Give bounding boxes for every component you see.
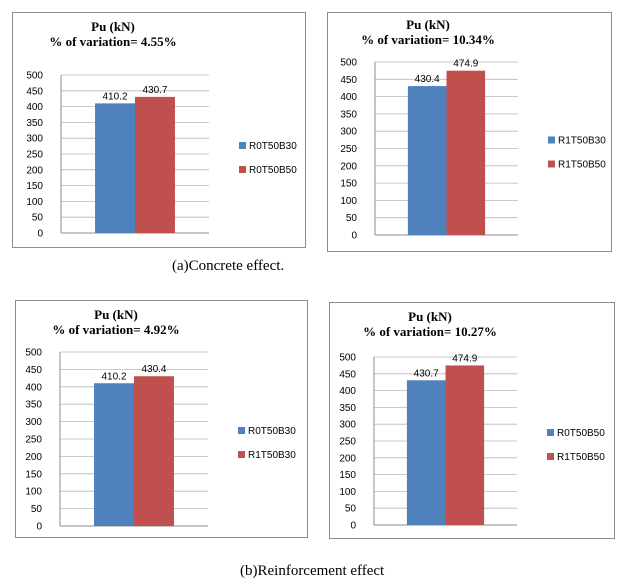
y-tick-label: 50 bbox=[345, 504, 357, 515]
data-label: 410.2 bbox=[103, 91, 128, 102]
data-label: 410.2 bbox=[102, 371, 127, 382]
y-tick-label: 200 bbox=[339, 453, 356, 464]
y-tick-label: 350 bbox=[26, 118, 43, 129]
bar-1 bbox=[94, 383, 134, 526]
y-tick-label: 200 bbox=[26, 165, 43, 176]
y-tick-label: 500 bbox=[26, 71, 43, 82]
chart-panel-4: Pu (kN) % of variation= 10.27% 0 50 100 150… bbox=[329, 302, 615, 539]
y-tick-label: 150 bbox=[25, 469, 42, 480]
bar-2 bbox=[446, 70, 486, 235]
legend-swatch bbox=[238, 427, 245, 434]
chart-title: Pu (kN) bbox=[408, 309, 452, 324]
legend-label: R0T50B50 bbox=[249, 165, 297, 176]
legend-swatch bbox=[238, 451, 245, 458]
y-tick-label: 400 bbox=[25, 382, 42, 393]
y-tick-label: 0 bbox=[37, 229, 43, 240]
legend-swatch bbox=[239, 142, 246, 149]
y-tick-label: 100 bbox=[339, 487, 356, 498]
y-tick-label: 400 bbox=[339, 386, 356, 397]
y-tick-label: 350 bbox=[25, 400, 42, 411]
legend-label: R1T50B50 bbox=[557, 452, 605, 463]
legend-swatch bbox=[547, 453, 554, 460]
bar-2 bbox=[445, 365, 485, 525]
y-tick-label: 100 bbox=[25, 487, 42, 498]
chart-title: Pu (kN) bbox=[94, 307, 138, 322]
data-label: 430.7 bbox=[414, 368, 439, 379]
legend-label: R0T50B30 bbox=[249, 141, 297, 152]
y-tick-label: 0 bbox=[350, 521, 356, 532]
y-tick-label: 250 bbox=[25, 435, 42, 446]
y-tick-label: 150 bbox=[26, 181, 43, 192]
y-tick-label: 500 bbox=[339, 353, 356, 364]
bar-2 bbox=[134, 376, 174, 526]
y-tick-label: 100 bbox=[26, 197, 43, 208]
y-tick-label: 0 bbox=[351, 231, 357, 242]
y-tick-label: 450 bbox=[26, 86, 43, 97]
y-tick-label: 150 bbox=[339, 470, 356, 481]
legend-swatch bbox=[547, 429, 554, 436]
chart-subtitle: % of variation= 10.27% bbox=[363, 324, 497, 339]
legend-label: R1T50B30 bbox=[248, 450, 296, 461]
chart-panel-2: Pu (kN) % of variation= 10.34% 0 50 100 150… bbox=[327, 12, 612, 252]
y-tick-label: 200 bbox=[25, 452, 42, 463]
data-label: 430.4 bbox=[141, 364, 166, 375]
y-tick-label: 0 bbox=[36, 522, 42, 533]
caption-b: (b)Reinforcement effect bbox=[240, 563, 385, 579]
bar-1 bbox=[95, 103, 135, 233]
data-label: 430.7 bbox=[142, 85, 167, 96]
bar-1 bbox=[407, 86, 447, 235]
y-tick-label: 150 bbox=[340, 179, 357, 190]
bar-chart-2: 0 50 100 150 200 250 300 350 400 450 500 430.4 474.9… bbox=[340, 58, 606, 242]
legend-swatch bbox=[239, 166, 246, 173]
chart-subtitle: % of variation= 4.92% bbox=[52, 322, 180, 337]
legend-label: R1T50B50 bbox=[558, 160, 606, 171]
bar-chart-1: 0 50 100 150 200 250 300 350 400 450 500 410.2 430.7… bbox=[26, 71, 297, 240]
y-tick-label: 250 bbox=[339, 437, 356, 448]
caption-a: (a)Concrete effect. bbox=[172, 258, 285, 274]
legend-label: R1T50B30 bbox=[558, 136, 606, 147]
y-tick-label: 500 bbox=[25, 348, 42, 359]
y-tick-label: 450 bbox=[339, 369, 356, 380]
y-tick-label: 350 bbox=[340, 109, 357, 120]
bar-1 bbox=[406, 380, 446, 525]
legend-label: R0T50B30 bbox=[248, 426, 296, 437]
y-tick-label: 200 bbox=[340, 161, 357, 172]
legend-swatch bbox=[548, 160, 555, 168]
y-tick-label: 300 bbox=[25, 417, 42, 428]
chart-title: Pu (kN) bbox=[91, 19, 135, 34]
y-tick-label: 50 bbox=[346, 213, 358, 224]
y-tick-label: 400 bbox=[340, 92, 357, 103]
bar-chart-4: 0 50 100 150 200 250 300 350 400 450 500 430.7 474.9… bbox=[339, 353, 605, 532]
chart-title: Pu (kN) bbox=[406, 17, 450, 32]
y-tick-label: 400 bbox=[26, 102, 43, 113]
y-tick-label: 450 bbox=[340, 75, 357, 86]
y-tick-label: 250 bbox=[26, 150, 43, 161]
chart-panel-3: Pu (kN) % of variation= 4.92% 0 50 100 150 2… bbox=[15, 300, 308, 538]
y-tick-label: 350 bbox=[339, 403, 356, 414]
chart-panel-1: Pu (kN) % of variation= 4.55% 0 50 100 150 2… bbox=[12, 12, 306, 248]
y-tick-label: 300 bbox=[340, 127, 357, 138]
bar-chart-3: 0 50 100 150 200 250 300 350 400 450 500 410.2 430.4… bbox=[25, 348, 296, 533]
y-tick-label: 100 bbox=[340, 196, 357, 207]
y-tick-label: 300 bbox=[339, 420, 356, 431]
y-tick-label: 50 bbox=[32, 213, 44, 224]
legend-label: R0T50B50 bbox=[557, 428, 605, 439]
y-tick-label: 50 bbox=[31, 504, 43, 515]
y-tick-label: 500 bbox=[340, 58, 357, 69]
y-tick-label: 300 bbox=[26, 134, 43, 145]
chart-subtitle: % of variation= 4.55% bbox=[49, 34, 177, 49]
data-label: 474.9 bbox=[453, 59, 478, 70]
y-tick-label: 450 bbox=[25, 365, 42, 376]
data-label: 430.4 bbox=[415, 74, 440, 85]
y-tick-label: 250 bbox=[340, 144, 357, 155]
bar-2 bbox=[135, 96, 175, 233]
data-label: 474.9 bbox=[452, 353, 477, 364]
chart-subtitle: % of variation= 10.34% bbox=[361, 32, 495, 47]
legend-swatch bbox=[548, 136, 555, 144]
